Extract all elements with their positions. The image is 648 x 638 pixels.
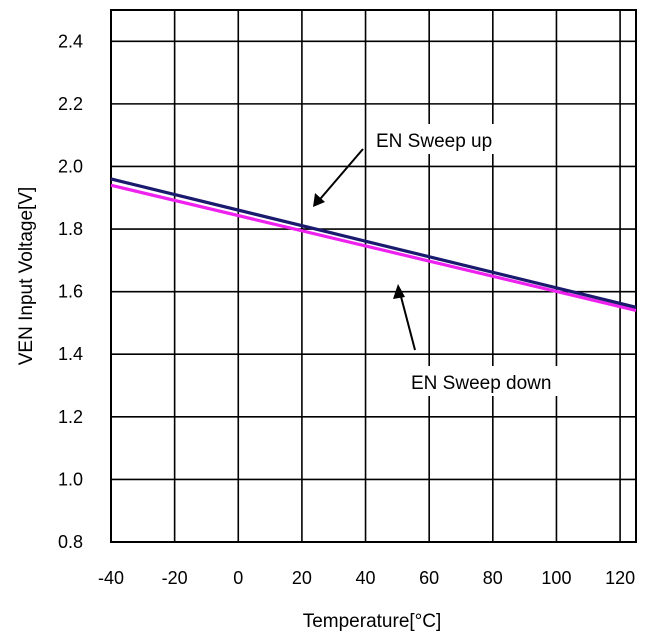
x-tick-label: 100 bbox=[541, 568, 571, 588]
y-tick-label: 2.0 bbox=[58, 156, 83, 176]
annotation-sweep-down-box bbox=[406, 366, 600, 396]
x-tick-label: 20 bbox=[292, 568, 312, 588]
annotation-sweep-up-label: EN Sweep up bbox=[376, 131, 492, 152]
series-line bbox=[110, 183, 637, 312]
y-axis-label: VEN Input Voltage[V] bbox=[16, 187, 37, 366]
series-layer bbox=[110, 177, 637, 312]
x-tick-label: 40 bbox=[356, 568, 376, 588]
annotation-sweep-down-arrow bbox=[398, 288, 416, 351]
y-tick-label: 1.2 bbox=[58, 407, 83, 427]
y-tick-label: 2.4 bbox=[58, 31, 83, 51]
x-tick-label: -20 bbox=[162, 568, 188, 588]
x-tick-label: 80 bbox=[483, 568, 503, 588]
y-tick-label: 0.8 bbox=[58, 532, 83, 552]
y-tick-label: 1.4 bbox=[58, 344, 83, 364]
annotation-sweep-down-arrowhead bbox=[393, 284, 405, 299]
annotation-sweep-up-arrow bbox=[314, 148, 364, 206]
grid bbox=[110, 10, 636, 543]
y-tick-label: 1.0 bbox=[58, 469, 83, 489]
x-axis-label: Temperature[°C] bbox=[303, 611, 442, 632]
annotation-sweep-up-box bbox=[368, 124, 528, 154]
y-tick-label: 1.8 bbox=[58, 219, 83, 239]
x-axis-ticks: -40 -20 0 20 40 60 80 100 120 bbox=[98, 568, 635, 588]
annotation-sweep-down-label: EN Sweep down bbox=[411, 373, 551, 394]
x-tick-label: 120 bbox=[605, 568, 635, 588]
x-tick-label: 0 bbox=[233, 568, 243, 588]
y-axis-ticks: 0.8 1.0 1.2 1.4 1.6 1.8 2.0 2.2 2.4 bbox=[58, 31, 83, 552]
x-tick-label: -40 bbox=[98, 568, 124, 588]
y-tick-label: 1.6 bbox=[58, 282, 83, 302]
annotation-sweep-up-arrowhead bbox=[313, 193, 325, 207]
x-tick-label: 60 bbox=[419, 568, 439, 588]
series-line bbox=[110, 177, 637, 309]
plot-frame bbox=[110, 9, 637, 543]
y-tick-label: 2.2 bbox=[58, 94, 83, 114]
